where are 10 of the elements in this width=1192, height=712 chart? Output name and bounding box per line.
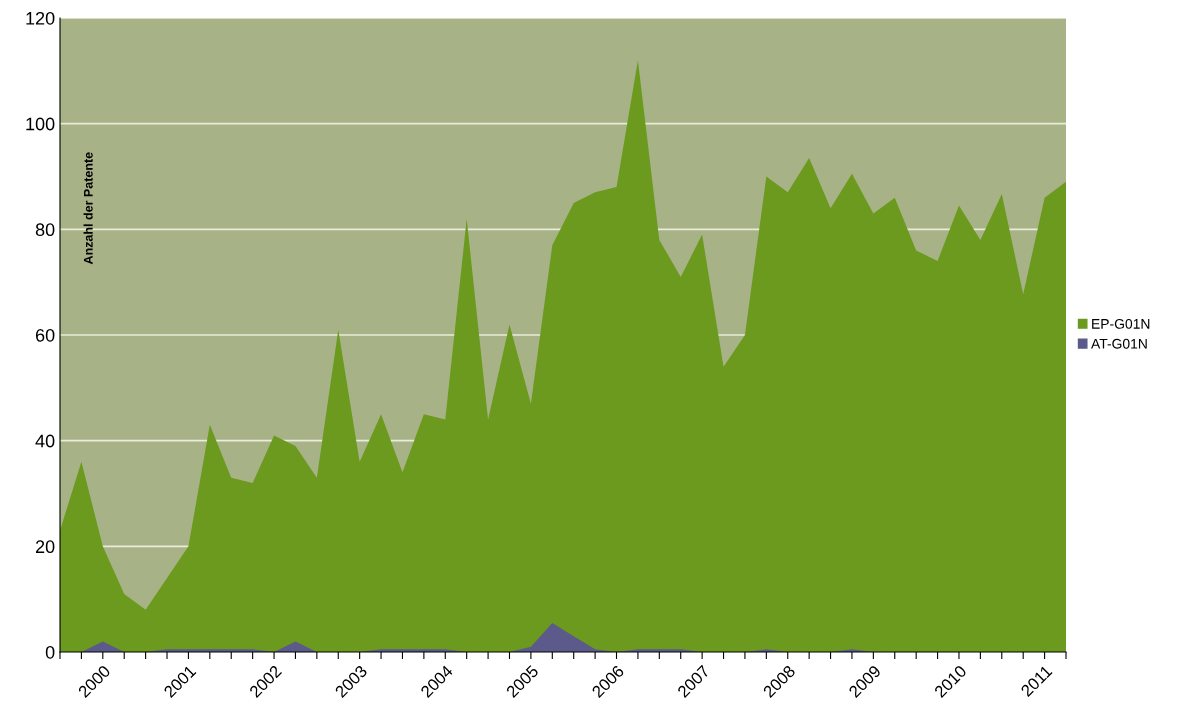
y-tick-label: 120 (26, 11, 55, 25)
y-axis-title: Anzahl der Patente (83, 152, 93, 265)
y-tick-label: 100 (26, 117, 55, 131)
y-tick-label: 40 (35, 434, 55, 448)
y-tick-label: 60 (35, 328, 55, 342)
y-tick-label: 0 (45, 645, 55, 659)
y-tick-label: 20 (35, 540, 55, 554)
legend-label: EP-G01N (1092, 318, 1150, 329)
legend-label: AT-G01N (1091, 338, 1147, 349)
y-tick-label: 80 (35, 223, 55, 237)
